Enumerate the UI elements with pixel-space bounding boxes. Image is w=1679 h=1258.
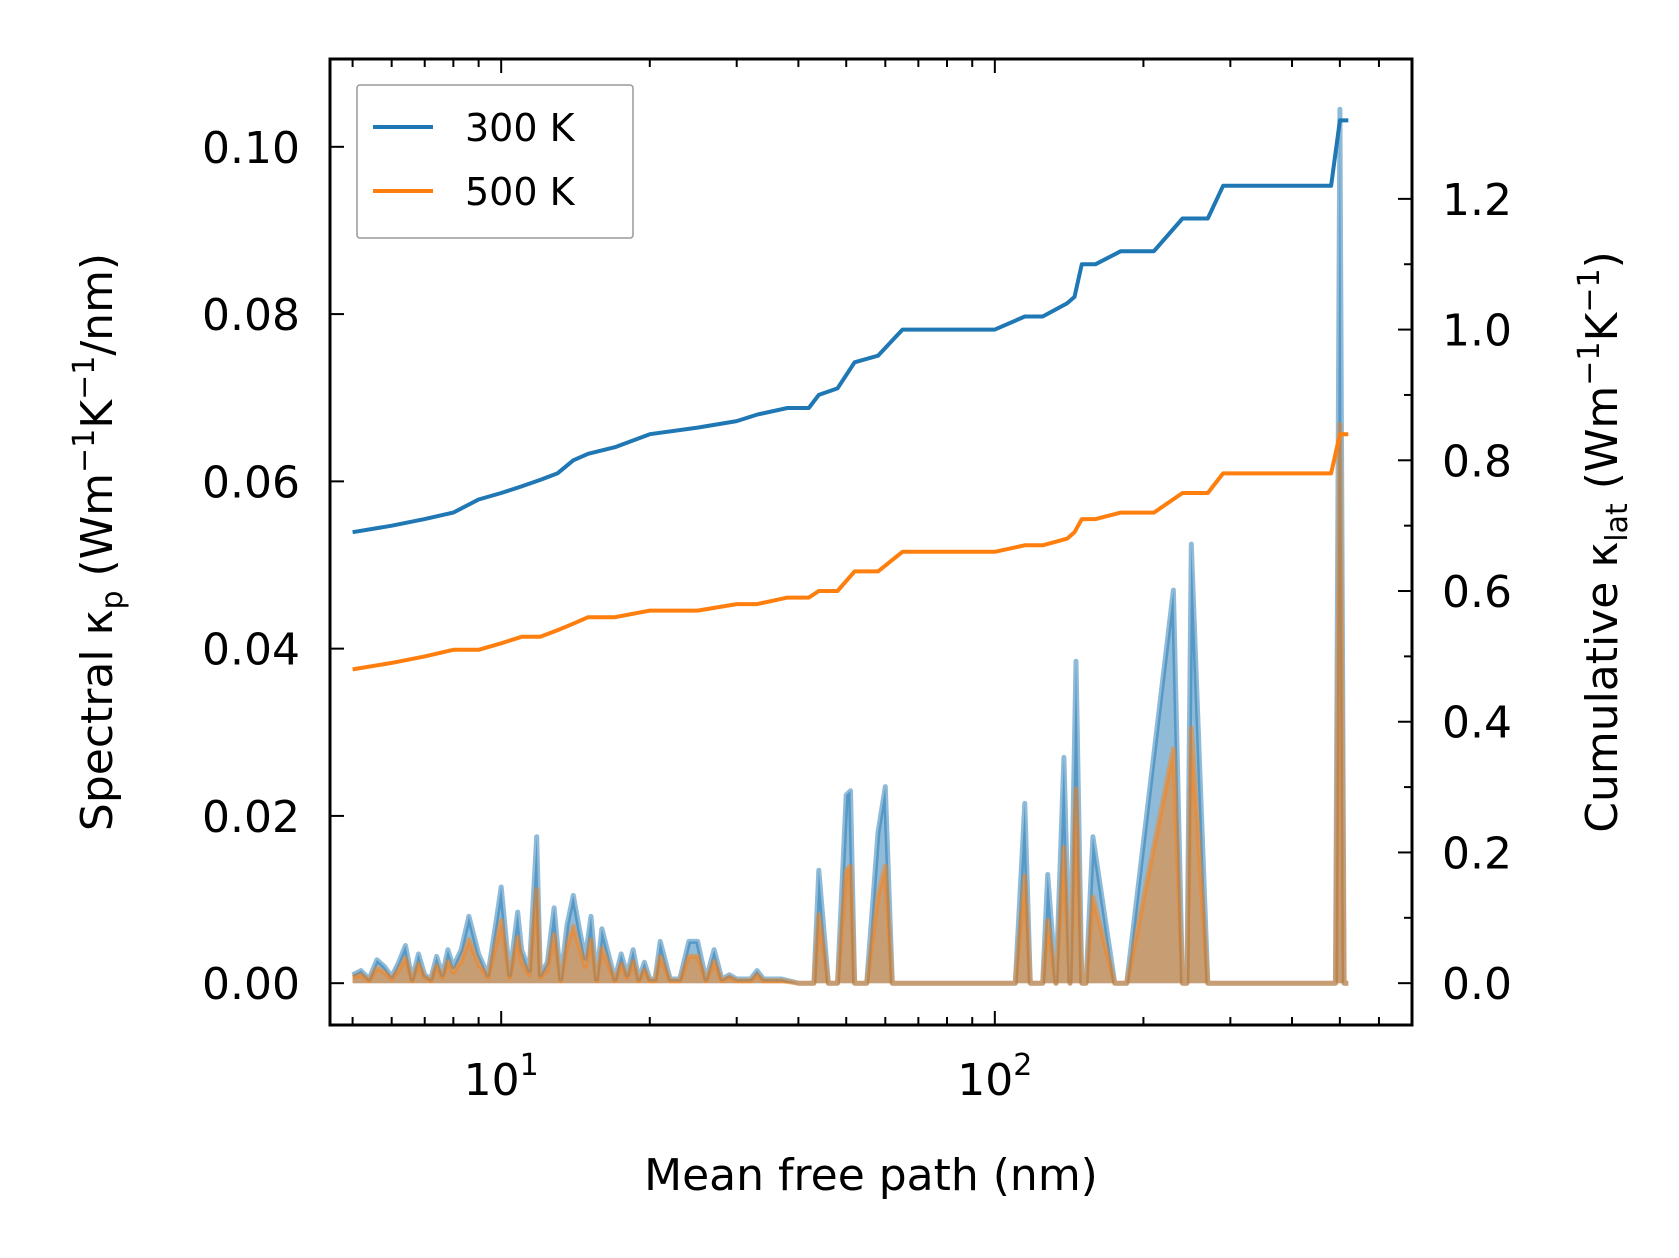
left-tick-label: 0.10 [202,123,300,174]
right-title-superscript: −1 [1572,268,1607,312]
left-title-superscript: −1 [67,429,102,473]
x-tick-label: 102 [957,1048,1032,1106]
left-tick-label: 0.04 [202,625,300,676]
left-tick-label: 0.02 [202,792,300,843]
right-title-part: K [1577,311,1628,341]
x-axis-title: Mean free path (nm) [644,1150,1098,1201]
legend-label-300k: 300 K [465,106,576,150]
right-title-subscript: lat [1600,503,1635,542]
right-tick-label: 0.4 [1442,698,1512,749]
right-title-part: ) [1577,251,1628,268]
right-axis-title: Cumulative κlat (Wm−1K−1) [1572,251,1635,833]
right-title-part: (Wm [1577,386,1628,504]
legend: 300 K 500 K [356,84,634,239]
plot-frame [328,57,1414,1027]
left-title-part: /nm) [72,253,123,356]
right-title-part: Cumulative κ [1577,542,1628,833]
left-tick-label: 0.00 [202,959,300,1010]
right-tick-label: 0.8 [1442,436,1512,487]
cumulative-line-300k [352,118,1349,535]
left-title-superscript: −1 [67,356,102,400]
spectral-lines [351,106,1349,986]
cumulative-lines [352,118,1349,672]
left-tick-label: 0.06 [202,457,300,508]
right-tick-label: 0.2 [1442,828,1512,879]
left-title-part: (Wm [72,473,123,591]
right-tick-label: 0.0 [1442,959,1512,1010]
right-tick-label: 1.2 [1442,175,1512,226]
left-title-part: Spectral κ [72,610,123,832]
right-tick-label: 1.0 [1442,306,1512,357]
x-tick-label: 101 [464,1048,539,1106]
legend-label-500k: 500 K [465,170,576,214]
cumulative-line-500k [352,432,1349,672]
left-title-part: K [72,399,123,429]
left-tick-label: 0.08 [202,290,300,341]
spectral-line-500k [351,422,1349,986]
right-tick-label: 0.6 [1442,567,1512,618]
axis-tick-labels: 0.00 0.02 0.04 0.06 0.08 0.10 0.0 0.2 0.4 0.6 0.8 1… [202,123,1512,1106]
left-axis-title: Spectral κp (Wm−1K−1/nm) [67,253,130,831]
right-title-superscript: −1 [1572,341,1607,385]
left-title-subscript: p [95,590,130,609]
legend-box [356,84,634,239]
